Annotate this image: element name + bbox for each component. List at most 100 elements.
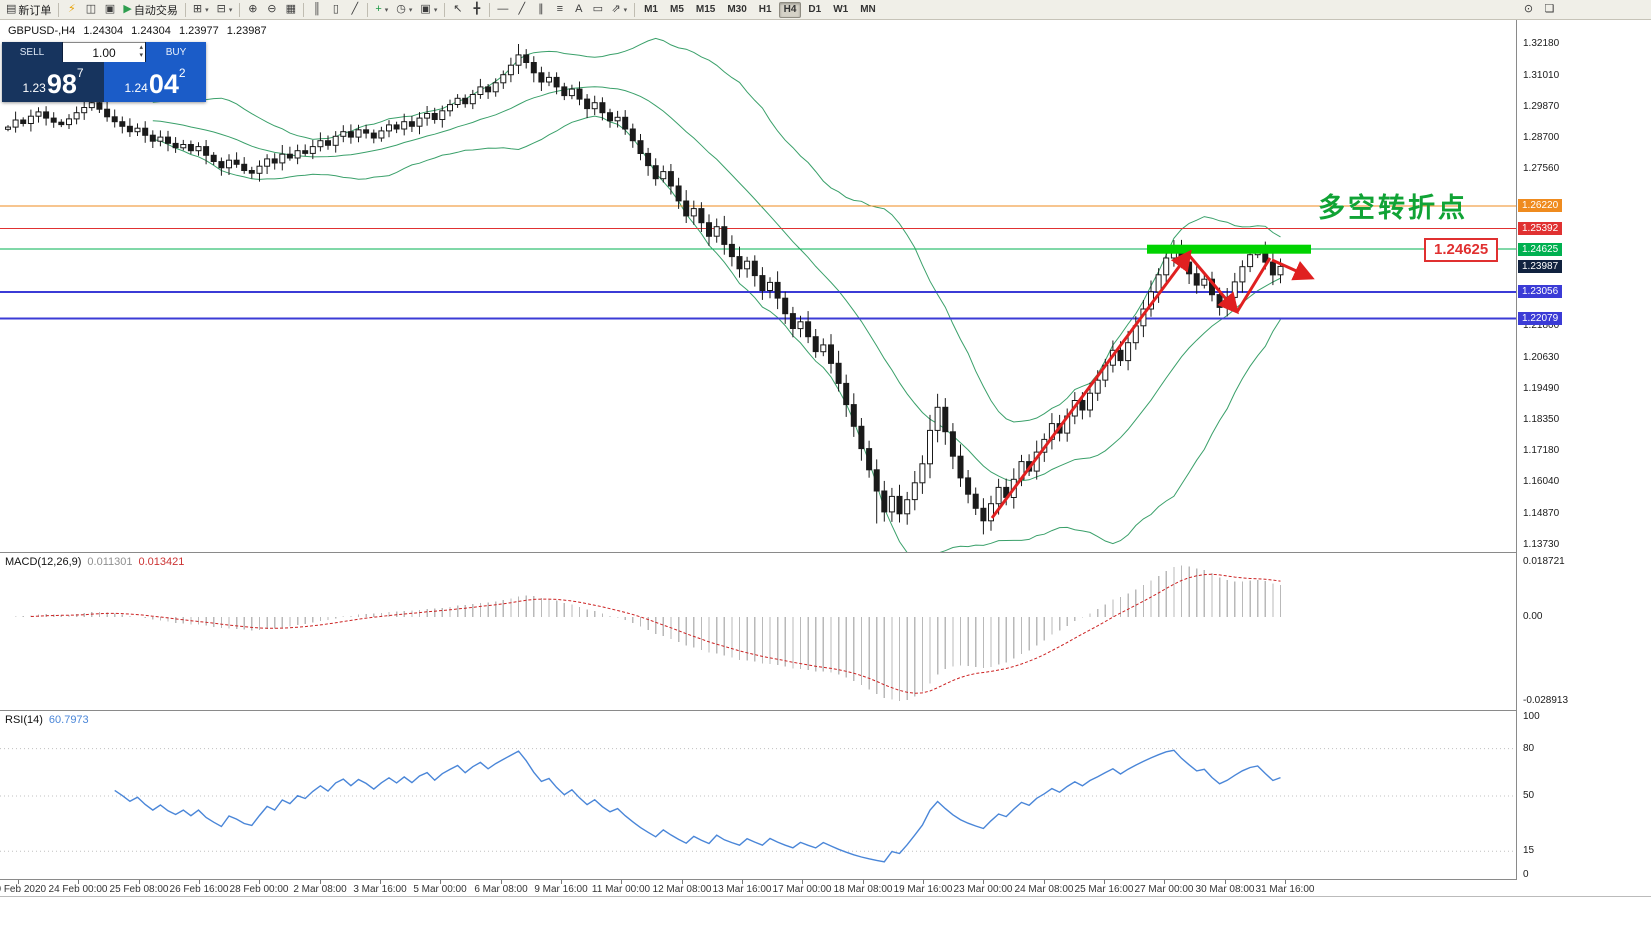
channel-tool-button[interactable]: ∥ — [531, 1, 550, 19]
zoom-out-button[interactable]: ⊖ — [262, 1, 281, 19]
timeframe-h1[interactable]: H1 — [758, 4, 772, 15]
timeframe-h4[interactable]: H4 — [778, 1, 802, 18]
price-scale[interactable]: 1.32180 1.31010 1.29870 1.28700 1.27560 1.218… — [1516, 20, 1651, 896]
new-order-button[interactable]: ▤ 新订单 — [2, 1, 55, 19]
trend-arrow[interactable] — [1271, 258, 1315, 281]
ohlc-info: GBPUSD-,H4 1.24304 1.24304 1.23977 1.239… — [8, 25, 272, 37]
candle-bear — [622, 116, 629, 130]
tile-windows-button[interactable]: ▦ — [281, 1, 300, 19]
candle-bull — [81, 107, 88, 114]
sell-price-display[interactable]: 1.23 98 7 — [2, 62, 104, 102]
time-axis-tick — [1164, 880, 1165, 884]
line-chart-button[interactable]: ╱ — [345, 1, 364, 19]
candle-bear — [370, 132, 377, 139]
candle-bull — [1163, 257, 1170, 276]
candle-bear — [172, 142, 179, 149]
search-button[interactable]: ⊙ — [1519, 1, 1538, 19]
candle-bull — [568, 88, 575, 97]
candle-bull — [157, 136, 164, 142]
market-watch-button[interactable]: ⚡ — [62, 1, 81, 19]
volume-down-icon[interactable]: ▾ — [139, 52, 143, 59]
macd-scale-label: -0.028913 — [1523, 695, 1569, 706]
candle-bull — [934, 406, 941, 431]
price-scale-label: 1.27560 — [1523, 163, 1560, 174]
label-tool-button[interactable]: ▭ — [588, 1, 607, 19]
zoom-in-button[interactable]: ⊕ — [243, 1, 262, 19]
turning-point-annotation[interactable]: 多空转折点 — [1318, 193, 1468, 223]
volume-up-icon[interactable]: ▴ — [139, 44, 143, 51]
macd-signal-line — [30, 573, 1281, 694]
volume-field[interactable]: 1.00 ▴ ▾ — [63, 42, 145, 62]
toolbar-separator — [58, 2, 60, 17]
navigator-button[interactable]: ▣ — [100, 1, 119, 19]
current-price-badge: 1.23987 — [1518, 260, 1563, 273]
buy-price-display[interactable]: 1.24 04 2 — [104, 62, 206, 102]
profiles-button[interactable]: ⊟ ▾ — [213, 1, 237, 19]
candle-bear — [576, 88, 583, 100]
candle-bear — [165, 136, 171, 144]
buy-button[interactable]: BUY — [145, 42, 206, 62]
timeframe-m30[interactable]: M30 — [727, 4, 747, 15]
candle-bear — [789, 313, 796, 330]
sell-button[interactable]: SELL — [2, 42, 63, 62]
time-axis-tick — [802, 880, 803, 884]
candle-bull — [226, 159, 232, 169]
trendline-tool-button[interactable]: ╱ — [512, 1, 531, 19]
candle-bull — [180, 144, 187, 149]
candle-bull — [12, 119, 19, 128]
rsi-panel-canvas[interactable] — [0, 711, 1516, 879]
timeframe-w1[interactable]: W1 — [833, 4, 849, 15]
price-scale-label: 1.18350 — [1523, 414, 1560, 425]
toolbar-separator — [239, 2, 241, 17]
time-axis-tick — [18, 880, 19, 884]
level-price-badge: 1.25392 — [1518, 222, 1563, 235]
trend-arrow[interactable] — [1235, 257, 1272, 313]
panel-separator[interactable] — [0, 552, 1516, 553]
periods-button[interactable]: ◷ ▾ — [392, 1, 416, 19]
candle-bear — [629, 128, 636, 142]
price-chart-canvas[interactable] — [0, 20, 1516, 552]
price-level-label[interactable]: 1.24625 — [1424, 238, 1499, 262]
timeframe-m15[interactable]: M15 — [695, 4, 716, 15]
time-axis-label: 23 Mar 00:00 — [953, 884, 1013, 895]
macd-panel-canvas[interactable] — [0, 553, 1516, 710]
fibonacci-tool-button[interactable]: ≡ — [550, 1, 569, 19]
bollinger-lower-band — [152, 115, 1281, 552]
candle-bear — [20, 119, 27, 124]
data-window-button[interactable]: ◫ — [81, 1, 100, 19]
autotrading-button[interactable]: ▶ 自动交易 — [119, 1, 181, 19]
timeframe-m1[interactable]: M1 — [644, 4, 658, 15]
candle-bull — [1277, 265, 1284, 276]
timeframe-d1[interactable]: D1 — [808, 4, 822, 15]
candlestick-chart-button[interactable]: ▯ — [326, 1, 345, 19]
text-tool-button[interactable]: A — [569, 1, 588, 19]
panel-separator[interactable] — [0, 710, 1516, 711]
candle-bear — [972, 493, 979, 509]
price-scale-label: 1.29870 — [1523, 101, 1560, 112]
bar-chart-button[interactable]: ║ — [307, 1, 326, 19]
templates-button[interactable]: ▣ ▾ — [416, 1, 441, 19]
trend-arrow[interactable] — [990, 249, 1192, 519]
crosshair-button[interactable]: ╋ — [467, 1, 486, 19]
shapes-tool-button[interactable]: ⇗ ▾ — [607, 1, 631, 19]
candle-bear — [363, 129, 370, 134]
candle-bear — [599, 102, 606, 114]
volume-spinner: ▴ ▾ — [139, 44, 143, 60]
hline-tool-button[interactable]: ― — [493, 1, 512, 19]
candle-bear — [1079, 400, 1086, 411]
panel-separator[interactable] — [0, 879, 1516, 880]
candle-bear — [774, 281, 781, 299]
layout-button[interactable]: ❏ — [1540, 1, 1559, 19]
new-chart-button[interactable]: ⊞ ▾ — [189, 1, 213, 19]
cursor-button[interactable]: ↖ — [448, 1, 467, 19]
dropdown-caret-icon: ▾ — [205, 6, 209, 14]
timeframe-m5[interactable]: M5 — [669, 4, 684, 15]
indicators-button[interactable]: + ▾ — [371, 1, 392, 19]
candle-bull — [911, 482, 918, 501]
support-zone-highlight[interactable] — [1147, 244, 1311, 254]
candle-bear — [751, 260, 758, 277]
timeframe-mn[interactable]: MN — [860, 4, 876, 15]
toolbar-right-group: ⊙ ❏ — [1519, 1, 1559, 19]
trend-arrow[interactable] — [1186, 253, 1239, 315]
